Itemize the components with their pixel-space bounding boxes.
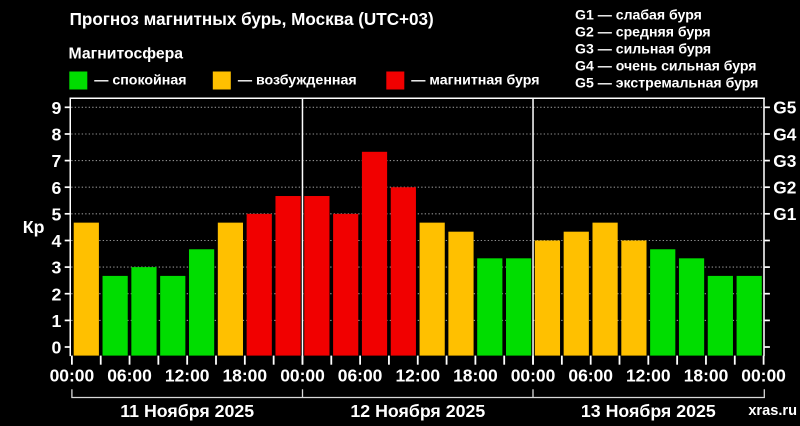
svg-text:12:00: 12:00 — [626, 365, 671, 385]
svg-text:G5 — экстремальная буря: G5 — экстремальная буря — [575, 75, 758, 91]
svg-text:8: 8 — [51, 125, 61, 145]
svg-text:1: 1 — [51, 311, 61, 331]
svg-text:3: 3 — [51, 258, 61, 278]
svg-text:G1: G1 — [773, 204, 796, 224]
svg-text:12 Ноября 2025: 12 Ноября 2025 — [350, 401, 485, 421]
svg-text:G2: G2 — [773, 178, 796, 198]
svg-text:7: 7 — [51, 151, 61, 171]
svg-text:G3: G3 — [773, 151, 796, 171]
svg-text:4: 4 — [51, 231, 61, 251]
svg-text:06:00: 06:00 — [568, 365, 613, 385]
svg-text:G4: G4 — [773, 124, 796, 144]
svg-text:11 Ноября 2025: 11 Ноября 2025 — [120, 401, 254, 421]
svg-text:Прогноз магнитных бурь, Москва: Прогноз магнитных бурь, Москва (UTC+03) — [70, 10, 434, 29]
svg-text:06:00: 06:00 — [107, 365, 152, 385]
svg-text:00:00: 00:00 — [280, 365, 325, 385]
svg-text:12:00: 12:00 — [395, 365, 440, 385]
svg-text:— спокойная: — спокойная — [94, 72, 186, 88]
svg-text:12:00: 12:00 — [165, 365, 210, 385]
svg-text:18:00: 18:00 — [684, 365, 729, 385]
svg-text:18:00: 18:00 — [222, 365, 267, 385]
svg-text:06:00: 06:00 — [338, 365, 383, 385]
svg-text:— возбужденная: — возбужденная — [238, 72, 357, 88]
svg-text:Кр: Кр — [23, 217, 45, 237]
svg-text:G1 — слабая буря: G1 — слабая буря — [575, 6, 702, 22]
svg-text:xras.ru: xras.ru — [748, 403, 797, 419]
svg-text:6: 6 — [51, 178, 61, 198]
svg-text:— магнитная буря: — магнитная буря — [411, 72, 539, 88]
svg-text:2: 2 — [51, 284, 61, 304]
svg-text:00:00: 00:00 — [50, 365, 95, 385]
svg-text:00:00: 00:00 — [511, 365, 556, 385]
svg-text:G4 — очень сильная буря: G4 — очень сильная буря — [575, 57, 757, 73]
svg-text:13 Ноября 2025: 13 Ноября 2025 — [581, 401, 716, 421]
svg-text:G2 — средняя буря: G2 — средняя буря — [575, 23, 711, 39]
svg-text:G3 — сильная буря: G3 — сильная буря — [575, 40, 711, 56]
svg-text:5: 5 — [51, 204, 61, 224]
svg-text:00:00: 00:00 — [741, 365, 786, 385]
svg-text:Магнитосфера: Магнитосфера — [69, 45, 184, 62]
svg-text:G5: G5 — [773, 98, 796, 118]
svg-text:9: 9 — [51, 98, 61, 118]
svg-text:18:00: 18:00 — [453, 365, 498, 385]
svg-text:0: 0 — [51, 338, 61, 358]
